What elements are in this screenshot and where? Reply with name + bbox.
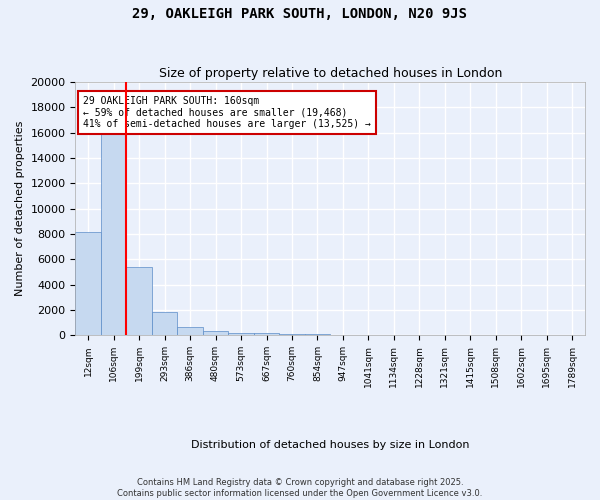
Bar: [127, 267, 152, 336]
Bar: [178, 326, 203, 336]
Title: Size of property relative to detached houses in London: Size of property relative to detached ho…: [158, 66, 502, 80]
X-axis label: Distribution of detached houses by size in London: Distribution of detached houses by size …: [191, 440, 469, 450]
Bar: [203, 332, 228, 336]
Bar: [279, 334, 305, 336]
Bar: [305, 334, 330, 336]
Text: 29, OAKLEIGH PARK SOUTH, LONDON, N20 9JS: 29, OAKLEIGH PARK SOUTH, LONDON, N20 9JS: [133, 8, 467, 22]
Bar: [101, 125, 127, 336]
Y-axis label: Number of detached properties: Number of detached properties: [15, 121, 25, 296]
Bar: [152, 312, 178, 336]
Bar: [76, 232, 101, 336]
Bar: [228, 332, 254, 336]
Bar: [254, 333, 279, 336]
Text: 29 OAKLEIGH PARK SOUTH: 160sqm
← 59% of detached houses are smaller (19,468)
41%: 29 OAKLEIGH PARK SOUTH: 160sqm ← 59% of …: [83, 96, 371, 129]
Text: Contains HM Land Registry data © Crown copyright and database right 2025.
Contai: Contains HM Land Registry data © Crown c…: [118, 478, 482, 498]
Bar: [330, 334, 356, 336]
